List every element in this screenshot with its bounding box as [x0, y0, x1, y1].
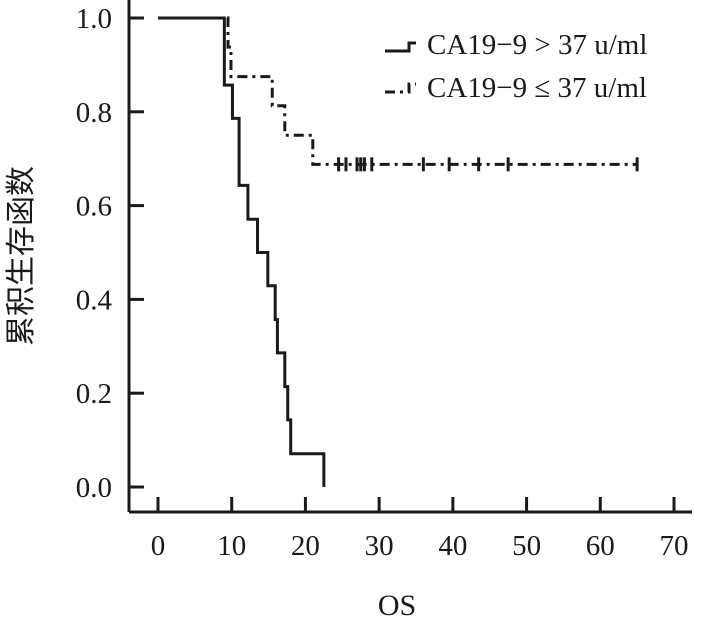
x-tick-label: 0 — [151, 530, 166, 562]
y-ticks: 0.0 0.2 0.4 0.6 0.8 1.0 — [76, 3, 144, 504]
x-ticks: 0 10 20 30 40 50 60 70 — [151, 497, 689, 562]
legend-label-1: CA19−9 > 37 u/ml — [427, 29, 647, 61]
legend-swatch-1 — [385, 41, 416, 53]
x-tick-label: 20 — [291, 530, 320, 562]
series-layer — [158, 16, 639, 487]
x-tick-label: 30 — [365, 530, 394, 562]
x-axis-title: OS — [378, 589, 416, 622]
y-tick-label: 1.0 — [76, 3, 112, 35]
x-tick-label: 60 — [586, 530, 615, 562]
legend-item-1: CA19−9 > 37 u/ml — [385, 29, 647, 61]
y-tick-label: 0.0 — [76, 472, 112, 504]
series-line-2 — [158, 16, 638, 166]
legend-swatch-2 — [385, 82, 416, 94]
x-tick-label: 10 — [217, 530, 246, 562]
legend: CA19−9 > 37 u/ml CA19−9 ≤ 37 u/ml — [385, 29, 647, 104]
x-tick-label: 70 — [660, 530, 689, 562]
y-tick-label: 0.4 — [76, 284, 113, 316]
series-line-1 — [158, 16, 326, 487]
x-tick-label: 50 — [512, 530, 541, 562]
legend-label-2: CA19−9 ≤ 37 u/ml — [427, 72, 647, 104]
y-tick-label: 0.2 — [76, 378, 112, 410]
y-axis-title: 累积生存函数 — [4, 166, 39, 346]
legend-item-2: CA19−9 ≤ 37 u/ml — [385, 72, 647, 104]
y-tick-label: 0.8 — [76, 97, 112, 129]
y-tick-label: 0.6 — [76, 191, 112, 223]
x-tick-label: 40 — [438, 530, 467, 562]
axes — [127, 0, 692, 514]
